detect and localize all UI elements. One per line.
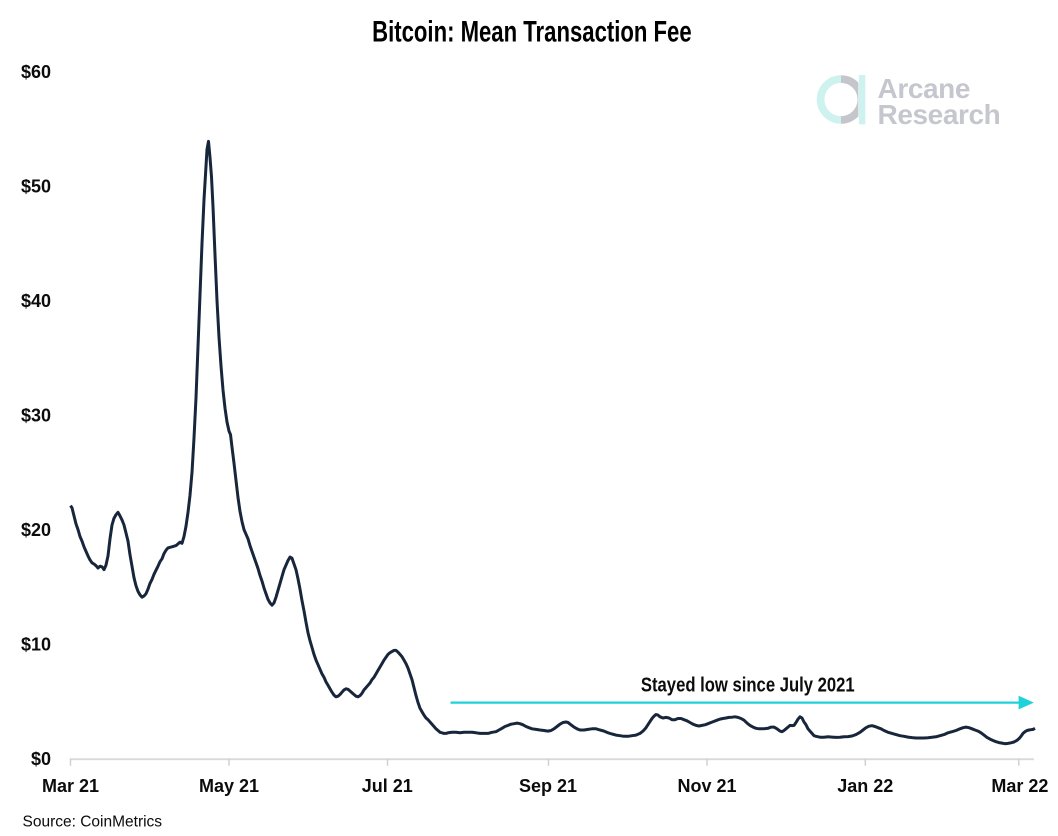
svg-text:$20: $20 bbox=[21, 520, 51, 540]
svg-text:$10: $10 bbox=[21, 635, 51, 655]
svg-text:$40: $40 bbox=[21, 291, 51, 311]
svg-text:Mar 21: Mar 21 bbox=[42, 776, 99, 796]
svg-text:$50: $50 bbox=[21, 177, 51, 197]
svg-text:$0: $0 bbox=[31, 749, 51, 769]
svg-text:Jan 22: Jan 22 bbox=[837, 776, 893, 796]
svg-text:Nov 21: Nov 21 bbox=[677, 776, 736, 796]
svg-text:Stayed low since July 2021: Stayed low since July 2021 bbox=[641, 675, 855, 697]
svg-text:Mar 22: Mar 22 bbox=[991, 776, 1048, 796]
svg-text:$60: $60 bbox=[21, 62, 51, 82]
svg-text:Jul 21: Jul 21 bbox=[362, 776, 413, 796]
svg-text:Research: Research bbox=[878, 99, 1001, 130]
svg-text:Source: CoinMetrics: Source: CoinMetrics bbox=[23, 813, 163, 830]
svg-text:$30: $30 bbox=[21, 406, 51, 426]
svg-text:Sep 21: Sep 21 bbox=[519, 776, 577, 796]
svg-text:May 21: May 21 bbox=[199, 776, 259, 796]
svg-text:Bitcoin: Mean Transaction Fee: Bitcoin: Mean Transaction Fee bbox=[372, 15, 692, 48]
svg-text:Arcane: Arcane bbox=[878, 73, 971, 104]
